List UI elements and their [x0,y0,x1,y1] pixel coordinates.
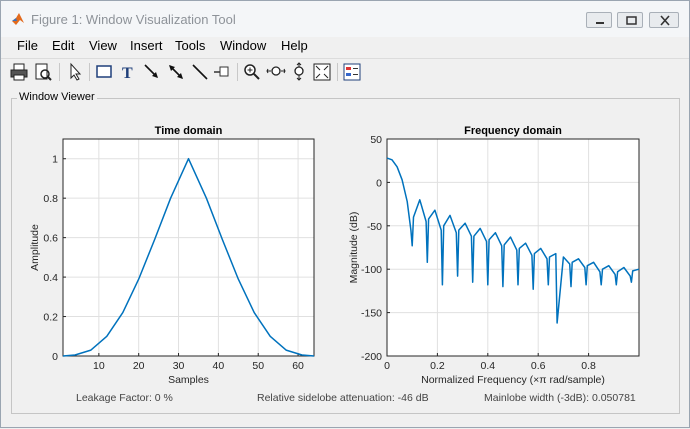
x-tick-label: 0.4 [480,360,495,372]
window-viewer-panel [11,98,680,414]
x-tick-label: 0.6 [531,360,546,372]
x-tick-label: 0.2 [430,360,445,372]
legend-icon[interactable] [341,61,363,83]
leakage-factor-text: Leakage Factor: 0 % [76,392,173,404]
pan-icon[interactable] [265,61,287,83]
y-tick-label: 0 [52,351,58,363]
toolbar-separator [59,63,60,81]
y-tick-label: -150 [361,308,382,320]
x-tick-label: 10 [93,360,105,372]
y-tick-label: 0.8 [43,193,58,205]
axes-background [387,139,639,356]
close-button[interactable] [649,12,679,28]
x-tick-label: 30 [173,360,185,372]
restore-icon [626,16,637,25]
y-tick-label: 50 [370,134,382,146]
rotate-icon[interactable] [288,61,310,83]
menu-tools[interactable]: Tools [175,38,206,53]
toolbar-separator [337,63,338,81]
x-tick-label: 0.8 [581,360,596,372]
text-icon[interactable]: T [117,61,139,83]
x-tick-label: 20 [133,360,145,372]
title-bar[interactable]: Figure 1: Window Visualization Tool [1,1,689,37]
toolbar-separator [237,63,238,81]
series-line [386,157,640,324]
y-tick-label: 0.4 [43,272,58,284]
zoom-in-icon[interactable] [241,61,263,83]
restore-button[interactable] [617,12,643,28]
panel-title: Window Viewer [17,91,97,103]
menu-bar: File Edit View Insert Tools Window Help [1,37,689,56]
time-domain-axes[interactable]: 10 20 30 40 50 60 0 0.2 0.4 0.6 0.8 1 Time domain Sam… [29,125,315,386]
y-tick-label: 0 [376,177,382,189]
menu-file[interactable]: File [17,38,38,53]
select-arrow-icon[interactable] [64,61,86,83]
minimize-icon [596,22,604,24]
mainlobe-width-text: Mainlobe width (-3dB): 0.050781 [484,392,636,404]
rectangle-icon[interactable] [93,61,115,83]
axes-background [63,139,314,356]
x-tick-label: 0 [384,360,390,372]
y-axis-label: Amplitude [29,224,41,271]
x-tick-label: 50 [252,360,264,372]
y-tick-label: -50 [367,221,382,233]
print-icon[interactable] [8,61,30,83]
menu-insert[interactable]: Insert [130,38,163,53]
arrow-icon[interactable] [141,61,163,83]
close-icon [660,15,670,26]
menu-view[interactable]: View [89,38,117,53]
menu-edit[interactable]: Edit [52,38,75,53]
x-axis-label: Samples [168,374,209,386]
minimize-button[interactable] [586,12,612,28]
series-line [62,157,315,357]
matlab-icon [12,13,24,25]
double-arrow-icon[interactable] [165,61,187,83]
x-tick-label: 40 [213,360,225,372]
y-tick-label: 0.2 [43,312,58,324]
full-view-icon[interactable] [311,61,333,83]
y-tick-label: -200 [361,351,382,363]
window-title: Figure 1: Window Visualization Tool [31,12,236,27]
y-tick-label: -100 [361,264,382,276]
x-tick-label: 60 [292,360,304,372]
svg-text:T: T [122,65,133,82]
menu-help[interactable]: Help [281,38,308,53]
print-preview-icon[interactable] [32,61,54,83]
axes-box [62,138,315,357]
chart-title: Frequency domain [464,125,562,137]
axes-box [386,138,640,357]
y-tick-label: 0.6 [43,233,58,245]
frequency-domain-axes[interactable]: 0 0.2 0.4 0.6 0.8 -200 -150 -100 -50 0 50 Frequency… [348,125,640,386]
chart-title: Time domain [155,125,223,137]
toolbar-separator [89,63,90,81]
x-axis-label: Normalized Frequency (×π rad/sample) [421,374,605,386]
sidelobe-attenuation-text: Relative sidelobe attenuation: -46 dB [257,392,429,404]
toolbar: T [1,58,689,85]
y-axis-label: Magnitude (dB) [348,212,360,284]
pin-icon[interactable] [211,61,233,83]
line-icon[interactable] [189,61,211,83]
menu-window[interactable]: Window [220,38,267,53]
y-tick-label: 1 [52,154,58,166]
